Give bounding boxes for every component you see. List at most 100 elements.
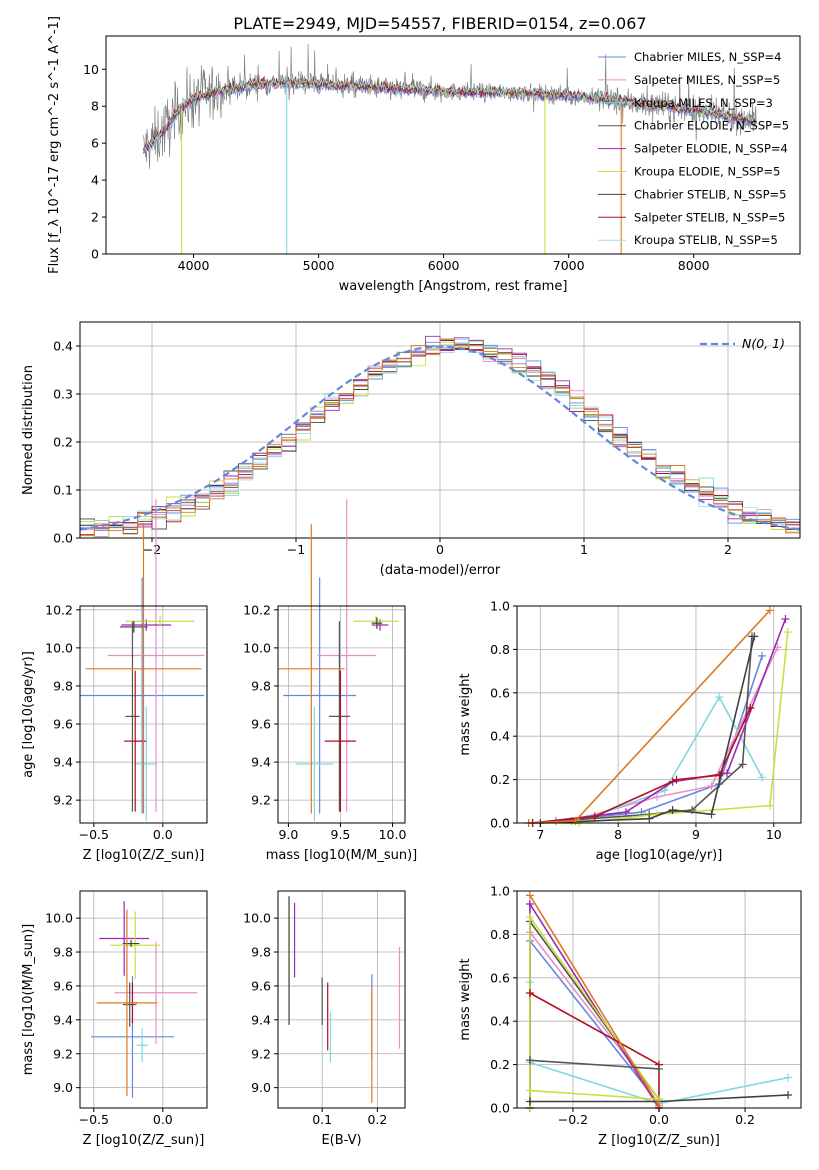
error-point [283,577,357,814]
plus-marker [525,891,534,900]
plus-marker [525,988,534,997]
plus-marker [765,801,774,810]
legend-label: Kroupa MILES, N_SSP=3 [634,96,773,110]
plot-area-mass_vs_EBV [288,896,401,1103]
plus-marker [655,1064,663,1073]
y-tick-label: 10.0 [243,911,271,926]
legend-label: Chabrier MILES, N_SSP=4 [634,50,781,64]
x-tick-label: 2 [724,542,732,557]
x-tick-label: 4000 [178,258,210,273]
y-tick-label: 0.2 [490,772,510,787]
error-point [124,670,147,812]
axes-frame [105,35,801,255]
error-point [85,524,202,814]
error-point [136,1028,148,1063]
panel-age_vs_Z: −0.5 0.0 9.2 9.4 9.6 9.8 10.0 10.2 Z [log10(Z/Z_… [21,499,208,863]
plus-marker [645,814,654,823]
plus-marker [672,775,681,784]
error-point [371,617,383,629]
plot-area-mass_vs_Z [91,901,198,1098]
y-tick-label: 0.6 [490,685,510,700]
error-point [317,499,376,812]
model-spectrum-8 [143,75,757,151]
x-tick-label: 5000 [303,258,335,273]
x-tick-label: −0.5 [79,827,109,842]
panel-mass_vs_Z: −0.5 0.0 9.0 9.2 9.4 9.6 9.8 10.0 Z [log10(Z/Z_s… [21,890,208,1148]
y-tick-label: 0.1 [53,483,73,498]
model-spectrum-7 [143,76,757,151]
error-point [324,670,357,812]
legend-label: Kroupa STELIB, N_SSP=5 [634,233,778,247]
x-axis-label: age [log10(age/yr)] [596,848,723,863]
plus-marker [784,1073,793,1082]
x-tick-label: 0 [436,542,444,557]
plus-marker [784,1090,793,1099]
error-point [295,706,334,822]
y-tick-label: 9.6 [251,978,271,993]
plus-marker [707,810,716,819]
plus-marker [781,615,790,624]
axes-frame [277,890,406,1109]
plot-area-spectrum [143,43,757,254]
x-axis-label: mass [log10(M/M_sun)] [266,848,418,863]
y-tick-label: 10.0 [45,640,73,655]
plus-marker [723,769,732,778]
y-tick-label: 0.4 [53,339,73,354]
error-point [352,615,399,627]
plus-marker [525,1097,534,1106]
legend-label: Salpeter STELIB, N_SSP=5 [634,210,785,224]
plus-marker [655,1095,663,1104]
axes-frame [277,605,406,824]
plus-marker [621,808,630,817]
plus-marker [525,900,534,909]
x-tick-label: 0.2 [367,1112,387,1127]
error-point [329,621,350,812]
y-tick-label: 9.6 [53,717,73,732]
plus-marker [525,1086,534,1095]
legend-label: Salpeter ELODIE, N_SSP=4 [634,142,788,156]
panel-weight_vs_age: 7 8 9 10 0.0 0.2 0.4 0.6 0.8 1.0 age [log10(age/yr… [458,599,802,863]
plot-area-age_vs_Z [80,499,205,822]
y-tick-label: 0.0 [490,816,510,831]
normal-curve [80,345,800,531]
y-tick-label: 0.0 [53,531,73,546]
x-tick-label: 10 [766,827,782,842]
y-tick-label: 9.8 [53,678,73,693]
y-tick-label: 9.0 [53,1080,73,1095]
weight-series-9 [529,1089,660,1101]
x-tick-label: 0.2 [735,1112,755,1127]
error-point [80,577,205,814]
x-tick-label: −0.5 [79,1112,109,1127]
y-tick-label: 9.2 [53,1046,73,1061]
error-point [110,911,161,980]
x-tick-label: 6000 [428,258,460,273]
panel-residuals: −2 −1 0 1 2 0.0 0.1 0.2 0.3 0.4 (data-model)/error… [21,321,801,578]
error-point [122,982,137,1027]
y-axis-label: mass weight [458,673,473,755]
x-tick-label: −0.2 [558,1112,588,1127]
plus-marker [738,760,747,769]
y-tick-label: 9.6 [53,978,73,993]
y-tick-label: 9.2 [53,793,73,808]
y-tick-label: 0.6 [490,970,510,985]
legend-label: N(0, 1) [742,336,785,351]
legend-label: Kroupa ELODIE, N_SSP=5 [634,165,780,179]
plus-marker [590,812,599,821]
y-tick-label: 0 [91,247,99,262]
y-tick-label: 10.2 [45,602,73,617]
error-point [122,940,140,947]
error-point [96,909,158,1097]
x-axis-label: E(B-V) [321,1133,361,1148]
x-axis-label: (data-model)/error [380,563,501,578]
x-tick-label: −1 [287,542,305,557]
x-tick-label: 0.0 [153,1112,173,1127]
y-tick-label: 9.6 [251,717,271,732]
y-tick-label: 4 [91,173,99,188]
x-tick-label: 9.5 [331,827,351,842]
x-tick-label: 9.0 [278,827,298,842]
y-tick-label: 9.4 [53,755,73,770]
plus-marker [525,913,534,922]
y-tick-label: 6 [91,136,99,151]
y-tick-label: 9.2 [251,1046,271,1061]
